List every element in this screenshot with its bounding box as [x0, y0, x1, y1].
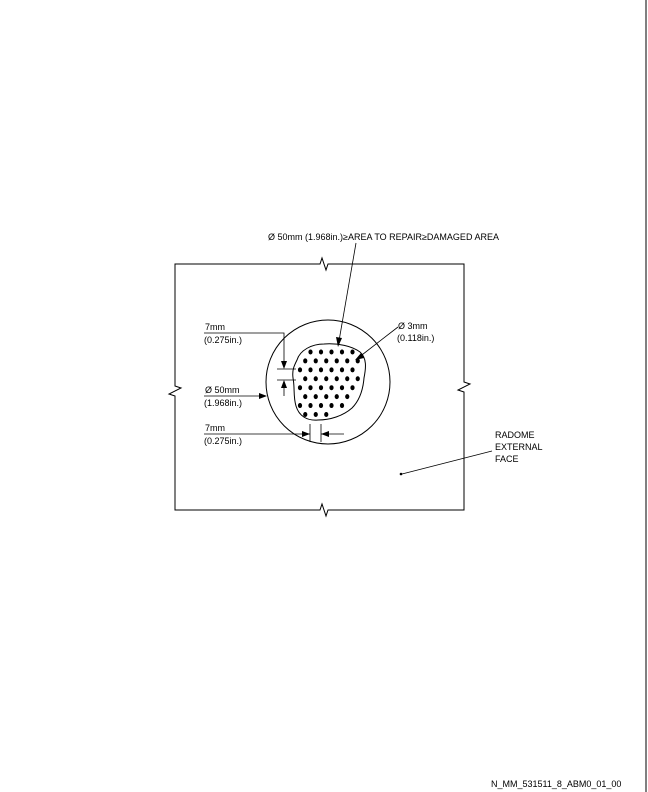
drill-hole-dot	[329, 385, 334, 391]
dim-50mm-label: Ø 50mm	[205, 385, 240, 395]
drill-hole-dot	[334, 358, 339, 364]
radome-label-3: FACE	[495, 454, 519, 464]
radome-leader	[401, 450, 493, 475]
radome-label-2: EXTERNAL	[495, 442, 543, 452]
drill-hole-dot	[350, 367, 355, 373]
radome-panel-outline	[167, 256, 472, 518]
drill-hole-dot	[318, 349, 324, 355]
drill-hole-dot	[334, 394, 339, 400]
drill-hole-dot	[303, 411, 308, 417]
drill-hole-dot	[297, 385, 303, 391]
dim-50mm-label-in: (1.968in.)	[204, 398, 242, 408]
dim-7mm-bottom-label: 7mm	[205, 423, 225, 433]
dim-7mm-top-arrow-up	[281, 380, 287, 388]
dim-3mm-arrowhead	[355, 353, 364, 360]
drill-hole-dot	[324, 411, 329, 417]
top-note-label: Ø 50mm (1.968in.)≥AREA TO REPAIR≥DAMAGED…	[268, 232, 499, 242]
drill-hole-dot	[350, 349, 355, 355]
dim-3mm-leader	[357, 326, 399, 359]
drill-hole-dot	[329, 349, 334, 355]
drill-hole-dot	[324, 394, 329, 400]
drill-hole-dot	[313, 376, 318, 382]
drill-hole-dot	[329, 403, 334, 409]
drill-hole-dot	[339, 349, 345, 355]
drill-hole-dot	[297, 367, 303, 373]
top-note-leader	[338, 242, 357, 342]
drill-hole-dot	[324, 376, 329, 382]
drill-hole-dot	[318, 385, 324, 391]
drill-hole-dot	[350, 385, 355, 391]
drill-hole-dot	[345, 358, 350, 364]
drill-hole-dot	[334, 376, 339, 382]
drill-hole-dot	[329, 367, 334, 373]
drill-hole-dot	[313, 411, 318, 417]
drill-hole-dot	[339, 403, 345, 409]
damaged-area-outline	[292, 343, 366, 421]
dim-7mm-bottom-arrow-right	[302, 431, 310, 437]
drill-hole-dot	[308, 349, 313, 355]
drill-hole-dot	[308, 367, 313, 373]
drill-hole-dot	[313, 358, 318, 364]
dim-50mm-arrowhead	[259, 393, 267, 399]
drill-hole-dot	[324, 358, 329, 364]
top-note-arrowhead	[336, 337, 342, 347]
drill-hole-dot	[303, 376, 308, 382]
drill-hole-dot	[318, 403, 324, 409]
radome-label-1: RADOME	[495, 430, 535, 440]
drill-hole-dot	[308, 385, 313, 391]
drill-hole-dot	[318, 367, 324, 373]
drill-hole-pattern	[297, 349, 360, 417]
dim-7mm-top-leader	[204, 332, 285, 367]
dim-7mm-top-label: 7mm	[205, 322, 225, 332]
drill-hole-dot	[339, 385, 345, 391]
dim-3mm-label: Ø 3mm	[398, 321, 428, 331]
drill-hole-dot	[303, 358, 308, 364]
dim-3mm-label-in: (0.118in.)	[397, 333, 434, 343]
dim-7mm-bottom-label-in: (0.275in.)	[204, 436, 242, 446]
dim-7mm-top-label-in: (0.275in.)	[204, 335, 242, 345]
drill-hole-dot	[339, 367, 345, 373]
drill-hole-dot	[308, 403, 313, 409]
drill-hole-dot	[345, 394, 350, 400]
drill-hole-dot	[355, 358, 360, 364]
dim-7mm-bottom-arrow-left	[321, 431, 329, 437]
drill-hole-dot	[297, 403, 303, 409]
reference-code: N_MM_531511_8_ABM0_01_00	[491, 779, 621, 789]
drill-hole-dot	[355, 376, 360, 382]
drill-hole-dot	[313, 394, 318, 400]
dim-7mm-top-arrow-down	[281, 361, 287, 369]
repair-area-circle	[265, 319, 391, 445]
drill-hole-dot	[345, 376, 350, 382]
drill-hole-dot	[303, 394, 308, 400]
radome-leader-dot	[399, 472, 403, 476]
